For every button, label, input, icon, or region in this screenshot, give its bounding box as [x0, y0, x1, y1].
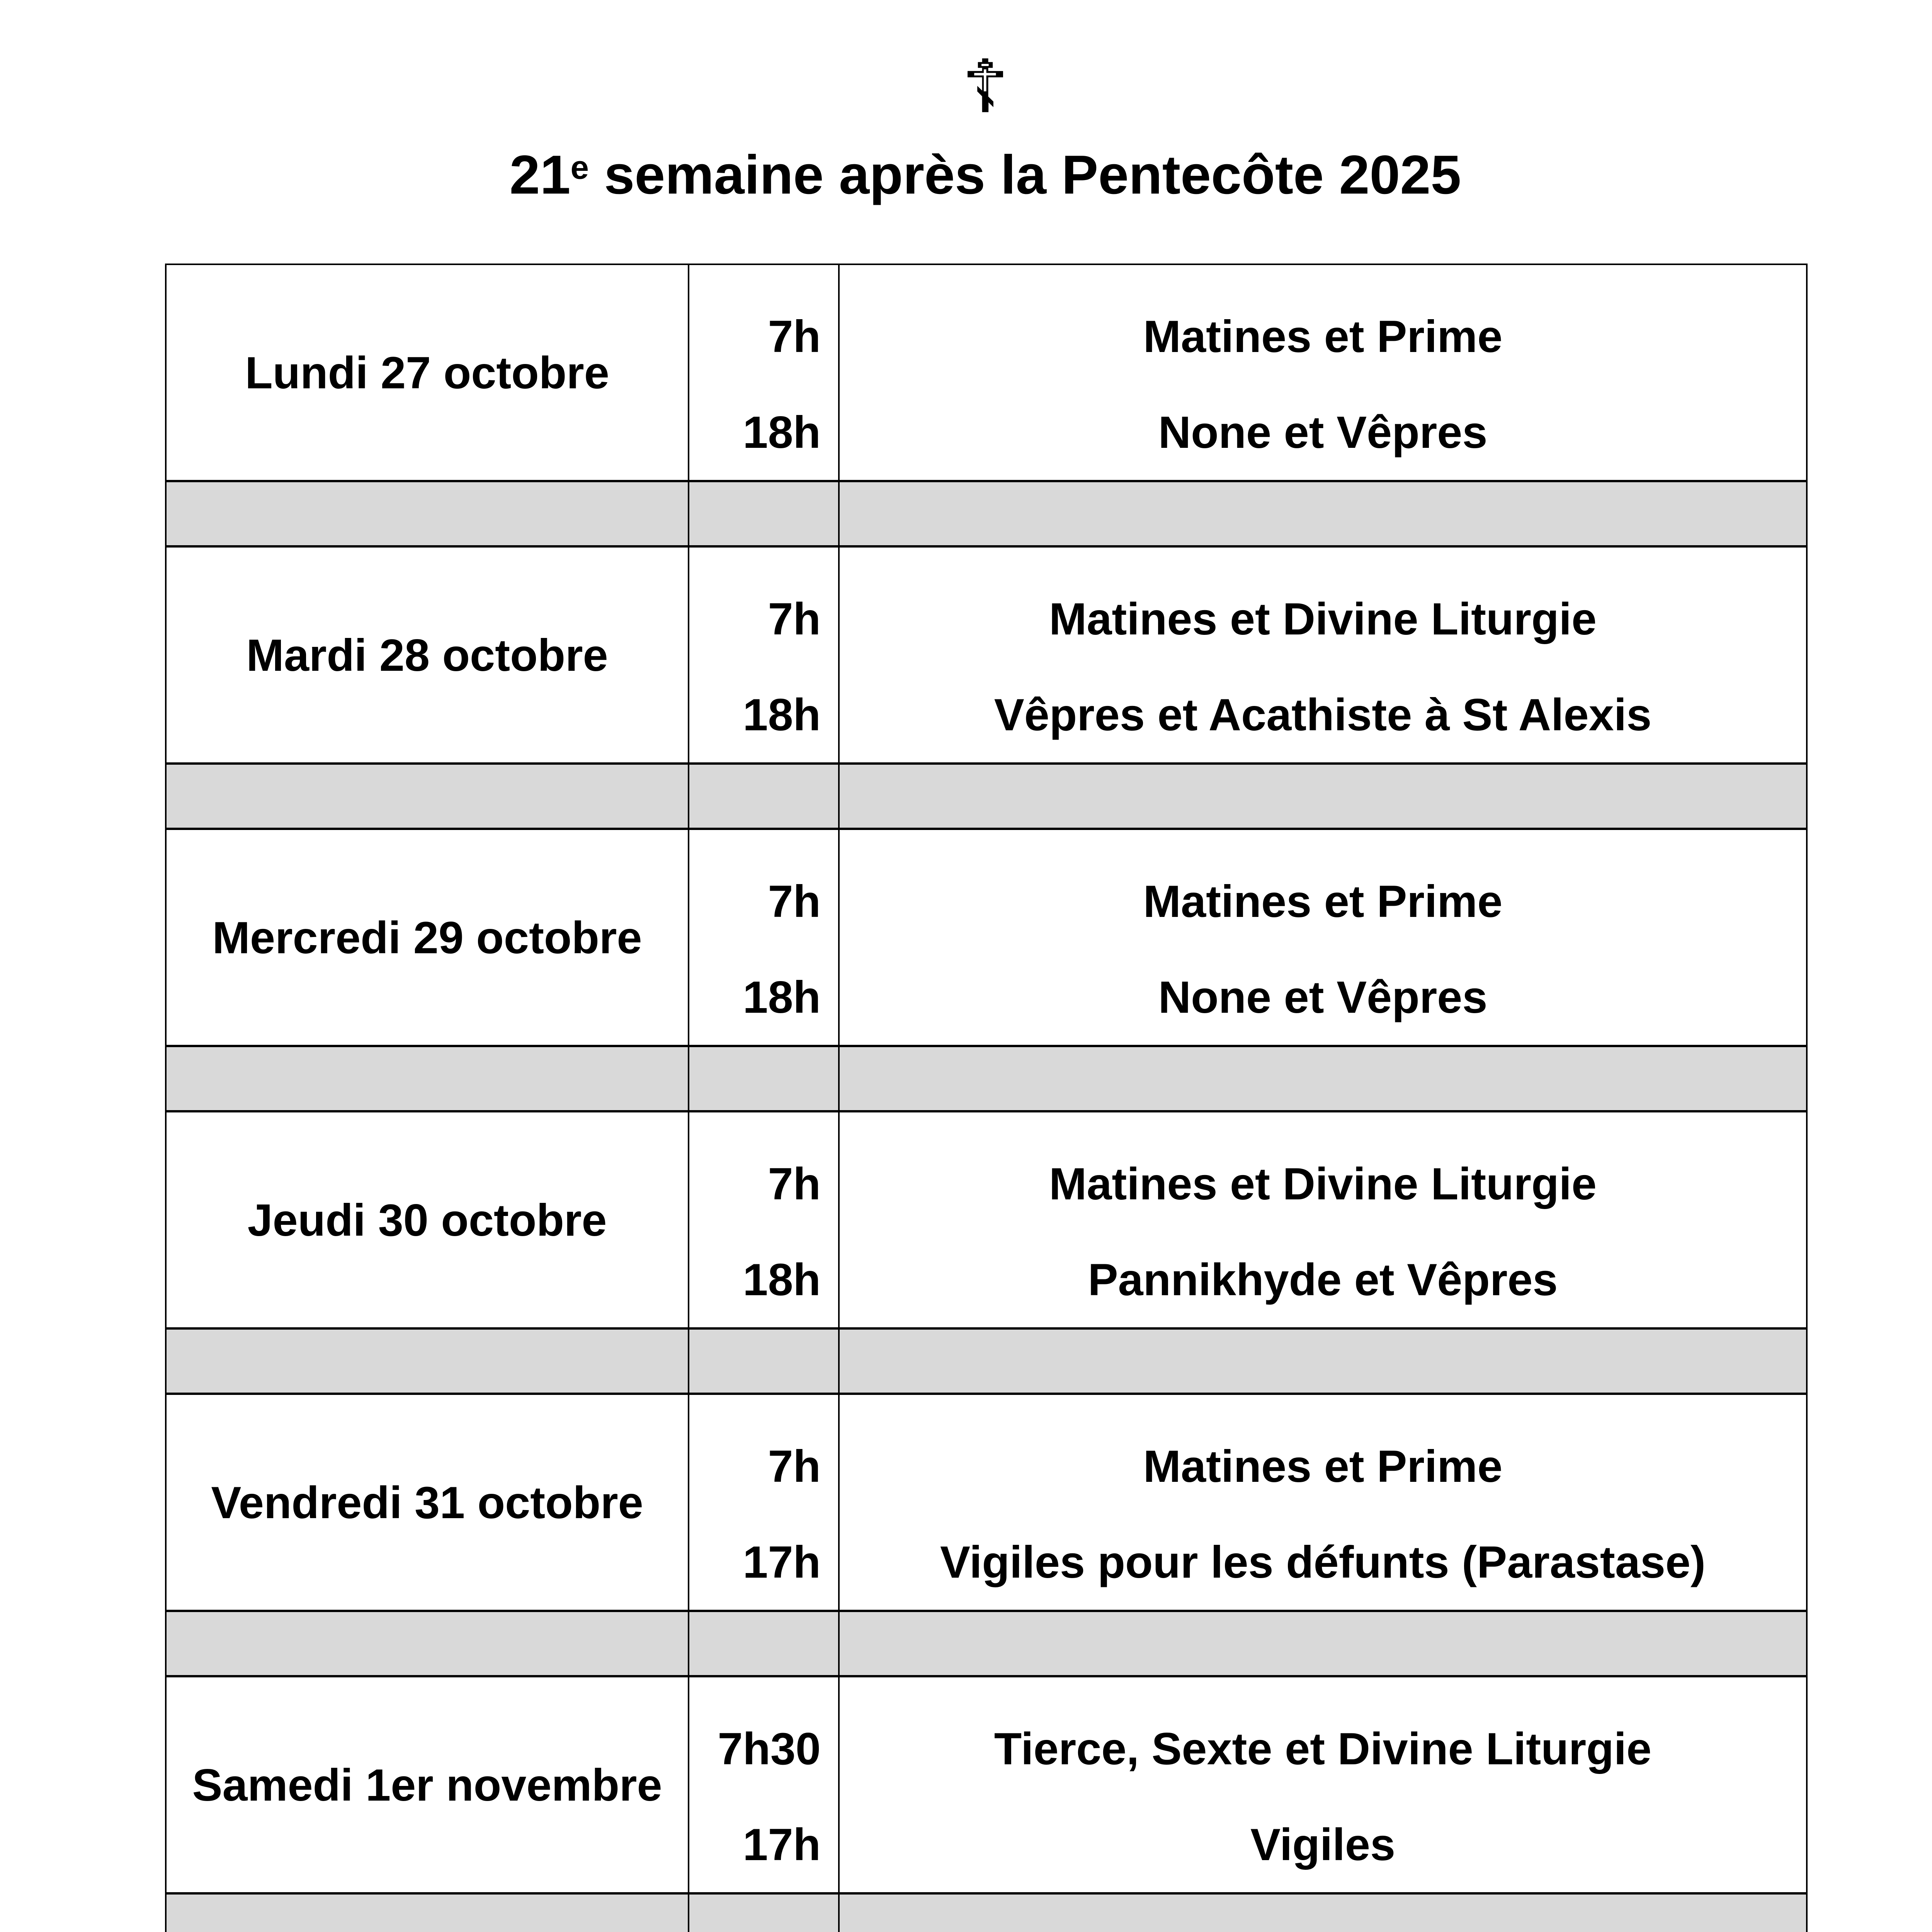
schedule-table: Lundi 27 octobre 7h 18h Matines et Prime… [165, 264, 1808, 1932]
day-row: Mardi 28 octobre 7h 18h Matines et Divin… [167, 548, 1806, 762]
day-label: Samedi 1er novembre [192, 1759, 662, 1810]
separator-row [167, 1892, 1806, 1932]
time-label: 7h [768, 593, 821, 644]
service-cell: Tierce, Sexte et Divine Liturgie Vigiles [840, 1677, 1806, 1892]
separator-row [167, 1045, 1806, 1112]
service-label: Vigiles pour les défunts (Parastase) [940, 1536, 1706, 1587]
time-label: 17h [743, 1536, 821, 1587]
service-cell: Matines et Prime Vigiles pour les défunt… [840, 1395, 1806, 1610]
page-title: 21e semaine après la Pentecôte 2025 [0, 142, 1932, 208]
separator-cell [840, 482, 1806, 545]
separator-cell [689, 1895, 840, 1932]
time-label: 18h [743, 971, 821, 1022]
day-row: Mercredi 29 octobre 7h 18h Matines et Pr… [167, 830, 1806, 1045]
day-label: Lundi 27 octobre [245, 347, 609, 398]
time-cell: 7h 18h [689, 265, 840, 480]
separator-cell [840, 765, 1806, 828]
service-label: Vigiles [1250, 1819, 1396, 1870]
day-cell: Vendredi 31 octobre [167, 1395, 689, 1610]
separator-cell [689, 1612, 840, 1675]
service-label: Tierce, Sexte et Divine Liturgie [994, 1723, 1652, 1774]
time-label: 7h [768, 876, 821, 927]
orthodox-cross-icon: ☦ [961, 44, 1009, 129]
day-cell: Samedi 1er novembre [167, 1677, 689, 1892]
separator-cell [689, 1330, 840, 1393]
separator-row [167, 1610, 1806, 1677]
service-label: Matines et Prime [1143, 1440, 1503, 1492]
title-superscript: e [570, 149, 589, 186]
separator-cell [167, 1047, 689, 1110]
day-label: Vendredi 31 octobre [211, 1477, 643, 1528]
time-cell: 7h 18h [689, 1112, 840, 1327]
title-text: semaine après la Pentecôte 2025 [588, 144, 1461, 206]
day-cell: Lundi 27 octobre [167, 265, 689, 480]
service-cell: Matines et Divine Liturgie Pannikhyde et… [840, 1112, 1806, 1327]
time-label: 7h30 [718, 1723, 821, 1774]
time-cell: 7h 18h [689, 830, 840, 1045]
service-label: Matines et Prime [1143, 876, 1503, 927]
separator-cell [840, 1047, 1806, 1110]
service-cell: Matines et Prime None et Vêpres [840, 830, 1806, 1045]
separator-cell [167, 1895, 689, 1932]
time-cell: 7h 17h [689, 1395, 840, 1610]
service-cell: Matines et Divine Liturgie Vêpres et Aca… [840, 548, 1806, 762]
service-label: Matines et Divine Liturgie [1049, 1158, 1597, 1209]
separator-cell [167, 765, 689, 828]
separator-cell [840, 1612, 1806, 1675]
service-label: Matines et Prime [1143, 311, 1503, 362]
separator-cell [840, 1895, 1806, 1932]
time-label: 18h [743, 1254, 821, 1305]
day-cell: Mercredi 29 octobre [167, 830, 689, 1045]
separator-cell [840, 1330, 1806, 1393]
day-label: Jeudi 30 octobre [247, 1194, 607, 1245]
day-row: Jeudi 30 octobre 7h 18h Matines et Divin… [167, 1112, 1806, 1327]
service-label: Matines et Divine Liturgie [1049, 593, 1597, 644]
separator-cell [167, 1612, 689, 1675]
service-cell: Matines et Prime None et Vêpres [840, 265, 1806, 480]
day-row: Vendredi 31 octobre 7h 17h Matines et Pr… [167, 1395, 1806, 1610]
time-label: 7h [768, 1158, 821, 1209]
time-cell: 7h30 17h [689, 1677, 840, 1892]
separator-cell [689, 1047, 840, 1110]
time-label: 7h [768, 1440, 821, 1492]
day-label: Mardi 28 octobre [246, 629, 608, 680]
separator-cell [167, 1330, 689, 1393]
separator-row [167, 762, 1806, 830]
day-row: Samedi 1er novembre 7h30 17h Tierce, Sex… [167, 1677, 1806, 1892]
time-label: 17h [743, 1819, 821, 1870]
service-label: None et Vêpres [1158, 971, 1488, 1022]
service-label: Vêpres et Acathiste à St Alexis [994, 689, 1652, 740]
time-label: 7h [768, 311, 821, 362]
time-label: 18h [743, 689, 821, 740]
service-label: Pannikhyde et Vêpres [1088, 1254, 1558, 1305]
time-label: 18h [743, 406, 821, 457]
title-number: 21 [509, 144, 571, 206]
separator-row [167, 1327, 1806, 1395]
separator-cell [167, 482, 689, 545]
day-cell: Jeudi 30 octobre [167, 1112, 689, 1327]
service-label: None et Vêpres [1158, 406, 1488, 457]
day-row: Lundi 27 octobre 7h 18h Matines et Prime… [167, 265, 1806, 480]
day-label: Mercredi 29 octobre [212, 912, 642, 963]
separator-cell [689, 482, 840, 545]
separator-cell [689, 765, 840, 828]
separator-row [167, 480, 1806, 548]
day-cell: Mardi 28 octobre [167, 548, 689, 762]
time-cell: 7h 18h [689, 548, 840, 762]
